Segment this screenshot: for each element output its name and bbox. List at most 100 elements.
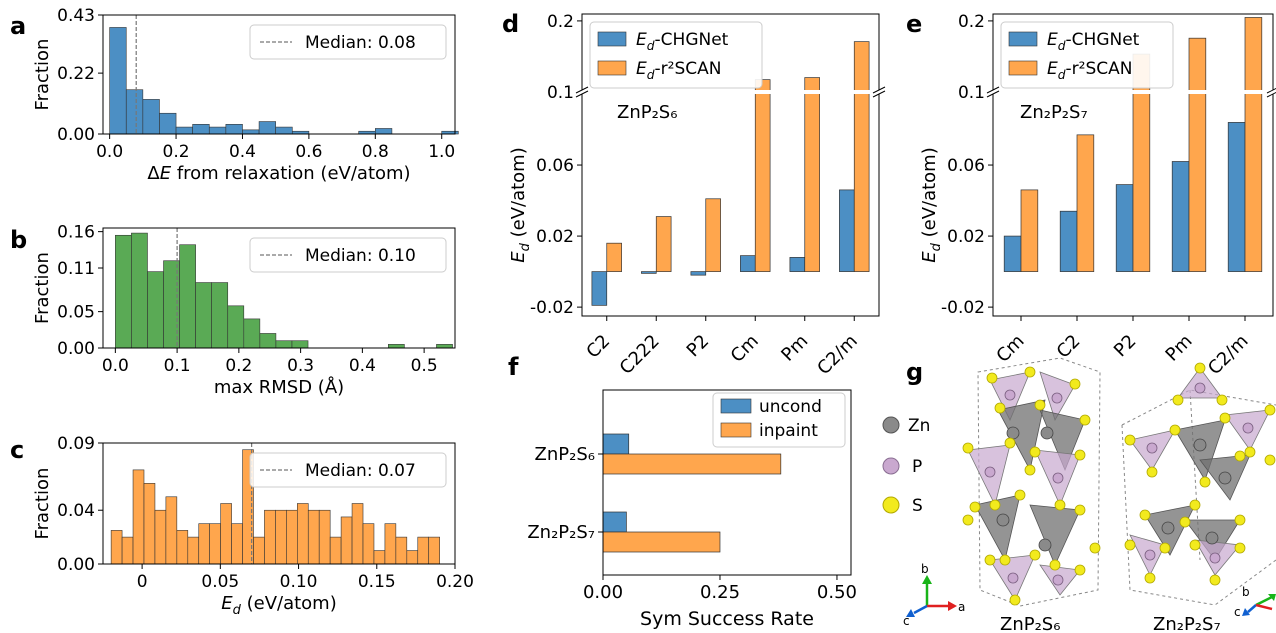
axis-b-label-2: b [1242,585,1250,599]
x-tick-label: 0.6 [295,142,322,162]
bar [1115,184,1134,272]
histogram-bar [259,333,277,349]
histogram-bar [147,271,164,349]
legend-swatch [1008,60,1038,76]
bar [641,271,657,274]
y-axis-label: Ed (eV/atom) [919,147,944,262]
axis-b-label-1: b [921,562,929,576]
histogram-bar [115,234,132,349]
y-axis-label: Ed (eV/atom) [508,147,533,262]
histogram-bar [428,536,440,565]
bar-upper [804,77,820,90]
histogram-bar [373,550,386,565]
histogram-bar [109,27,127,135]
bar [839,189,855,272]
y-tick-label: 0.09 [57,434,95,454]
x-tick-label: 0.4 [229,142,256,162]
histogram-bar [110,530,123,565]
bar [602,511,627,533]
lower-bars [1003,94,1263,272]
axis-a-label-1: a [958,600,965,614]
x-tick-label: 0.20 [436,572,474,592]
bar-chart-zn2p2s7: Cm C2 P2 Pm C2/m -0.02 0.02 0.06 0.1 0.2 Ed (eV/at… [919,12,1276,380]
bar [591,271,608,306]
legend-box [1000,21,1174,89]
x-tick-label: 0.2 [163,142,190,162]
y-tick-label: 0.02 [947,227,985,247]
x-axis-label: Ed (eV/atom) [221,593,336,618]
bar [1020,189,1039,272]
x-tick-label: Pm [777,331,812,366]
x-axis-label: ΔE from relaxation (eV/atom) [147,163,410,184]
plot-frame [102,227,456,349]
axes-icon-structure-2: b c [1234,585,1276,619]
break-mark [1266,91,1276,98]
bar [1244,94,1263,272]
bar [1003,235,1022,272]
legend-label: uncond [759,397,822,417]
panel-label-b: b [10,226,27,254]
x-tick-label: C222 [616,331,664,379]
histogram-bar [125,89,144,135]
histogram-bar [121,536,134,565]
histogram-bar [159,112,177,135]
y-tick-label: 0.2 [958,12,985,32]
bar-upper [853,41,870,90]
x-tick-label: C2/m [1204,331,1253,380]
x-tick-label: 0.5 [411,356,438,376]
formula-annotation: Zn₂P₂S₇ [1020,102,1088,123]
y-tick-label: 0.11 [57,259,95,279]
bar [754,94,771,272]
histogram-bar [132,469,145,565]
bar [1076,134,1095,272]
histogram-bar [388,344,405,349]
histogram-bar [384,523,397,565]
x-tick-label: C2 [582,331,614,363]
plot-frame [102,14,456,135]
histogram-bar [264,509,276,565]
p-legend-label: P [912,457,922,477]
legend-median-label: Median: 0.08 [305,33,416,53]
y-tick-label: -0.02 [530,298,574,318]
histogram-bar [406,550,419,565]
x-tick-label: Cm [727,331,763,367]
legend-swatch [720,398,752,414]
lower-frame [581,94,880,317]
y-tick-label: 0.05 [57,303,95,323]
struct2-label: Zn₂P₂S₇ [1153,614,1221,633]
histogram-bar [208,126,227,135]
legend-swatch [597,60,627,76]
y-tick-label: 0.00 [57,125,95,145]
y-tick-label: 0.04 [57,501,95,521]
bar [705,198,721,272]
y-tick-label: 0.16 [57,223,95,243]
axis-break-gap [987,90,1276,94]
break-mark [575,90,589,98]
legend-median-label: Median: 0.10 [305,246,416,266]
y-axis-label: Fraction [32,39,53,111]
bar [1132,94,1151,272]
y-tick-label: 0.1 [547,83,574,103]
y-tick-label: 0.43 [57,6,95,26]
bar [804,94,820,272]
bar [602,531,721,553]
histogram-bar [395,536,408,565]
histogram-bar [143,483,156,565]
x-tick-label: 0 [137,572,148,592]
histogram-bar [187,536,200,565]
histogram-bar [198,523,210,565]
break-mark [872,90,886,98]
histogram-bar [209,523,221,565]
bar [1227,122,1246,272]
y-tick-label: 0.1 [958,83,985,103]
x-tick-label: 0.50 [817,582,857,603]
panel-label-c: c [10,436,24,464]
histogram-bar [211,282,229,349]
formula-annotation: ZnP₂S₆ [617,102,677,123]
break-mark [872,86,886,94]
histogram-bar [351,503,364,565]
bar [606,242,622,272]
y-tick-label: 0.06 [947,156,985,176]
histogram-delta-e: 0.00 0.22 0.43 0.0 0.2 0.4 0.6 0.8 1.0 ΔE from re… [32,6,459,184]
histogram-bar [242,129,260,135]
